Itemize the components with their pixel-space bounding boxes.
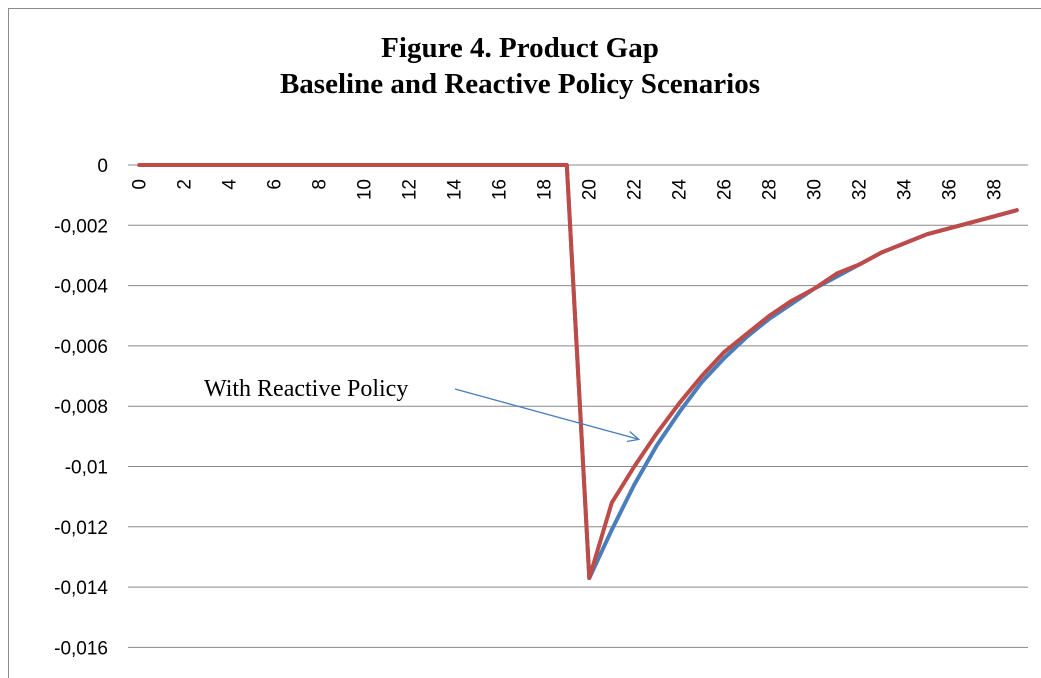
x-tick-label: 20: [579, 179, 600, 200]
x-tick-label: 30: [804, 179, 825, 200]
x-tick-label: 2: [174, 179, 195, 190]
x-tick-label: 32: [849, 179, 870, 200]
y-tick-label: -0,004: [54, 277, 108, 298]
x-tick-label: 0: [129, 179, 150, 190]
x-tick-label: 6: [264, 179, 285, 190]
chart-title: Figure 4. Product Gap: [381, 32, 659, 64]
y-axis-ticks: 0 -0,002 -0,004 -0,006 -0,008 -0,01 -0,012 -0,0…: [54, 156, 108, 659]
y-tick-label: -0,014: [54, 578, 108, 599]
x-tick-label: 18: [534, 179, 555, 200]
x-tick-label: 10: [354, 179, 375, 200]
annotation-arrowhead: [626, 430, 641, 443]
annotation: With Reactive Policy: [204, 376, 641, 443]
y-tick-label: -0,012: [54, 518, 108, 539]
y-tick-label: -0,002: [54, 216, 108, 237]
x-tick-label: 26: [714, 179, 735, 200]
series-line-2: [137, 163, 1019, 581]
y-tick-label: -0,01: [65, 458, 108, 479]
x-tick-label: 8: [309, 179, 330, 190]
chart-subtitle: Baseline and Reactive Policy Scenarios: [280, 68, 760, 100]
x-tick-label: 22: [624, 179, 645, 200]
x-tick-label: 38: [984, 179, 1005, 200]
x-tick-label: 12: [399, 179, 420, 200]
annotation-label: With Reactive Policy: [204, 376, 408, 402]
y-tick-label: -0,016: [54, 638, 108, 659]
x-tick-label: 24: [669, 179, 690, 201]
x-tick-label: 4: [219, 179, 240, 190]
x-axis-ticks: 0 2 4 6 8 10 12 14 16 18 20 22 24 26 28 30 32 34 36 38: [129, 179, 1005, 201]
x-tick-label: 34: [894, 179, 915, 201]
annotation-arrow: [454, 388, 639, 440]
x-tick-label: 14: [444, 179, 465, 201]
x-tick-label: 16: [489, 179, 510, 200]
y-tick-label: -0,006: [54, 337, 108, 358]
chart-frame: [8, 8, 1041, 678]
y-tick-label: -0,008: [54, 397, 108, 418]
x-tick-label: 28: [759, 179, 780, 200]
y-tick-label: 0: [97, 156, 108, 177]
series-lines: [137, 163, 1019, 581]
x-tick-label: 36: [939, 179, 960, 200]
